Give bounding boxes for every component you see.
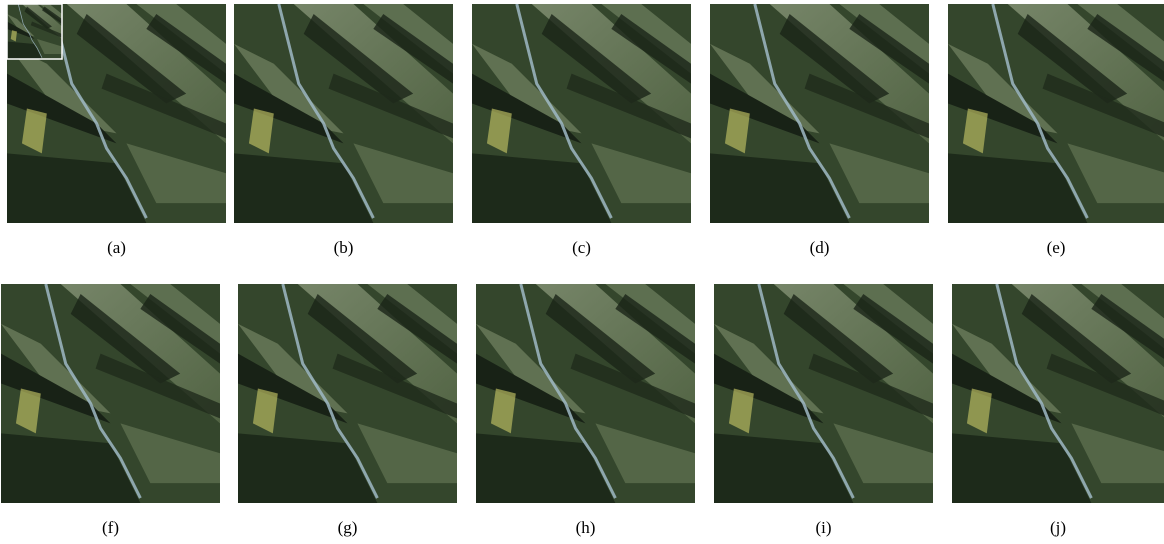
panel-caption: (e) xyxy=(1047,238,1066,257)
panel: (j) xyxy=(952,284,1164,537)
panel: (b) xyxy=(234,4,453,257)
panel: (d) xyxy=(710,4,929,257)
panel-caption: (c) xyxy=(572,238,591,257)
figure: (a) (b) (c) (d) (e) (f) (g) (h) (i) (j) xyxy=(0,0,1164,544)
panel: (i) xyxy=(714,284,933,537)
panel: (g) xyxy=(238,284,457,537)
panel-image xyxy=(948,4,1164,223)
inset-image xyxy=(7,4,62,59)
panel-image xyxy=(238,284,457,503)
panel-caption: (b) xyxy=(334,238,354,257)
panel: (h) xyxy=(476,284,695,537)
panel: (e) xyxy=(948,4,1164,257)
panel-image xyxy=(234,4,453,223)
panel-caption: (f) xyxy=(102,518,119,537)
panel-image xyxy=(952,284,1164,503)
panel-caption: (g) xyxy=(338,518,358,537)
panel-image xyxy=(476,284,695,503)
panel-image xyxy=(472,4,691,223)
panel-image xyxy=(1,284,220,503)
panel-caption: (a) xyxy=(107,238,126,257)
panel-caption: (d) xyxy=(810,238,830,257)
panel-caption: (j) xyxy=(1050,518,1066,537)
panel-caption: (h) xyxy=(576,518,596,537)
panel: (c) xyxy=(472,4,691,257)
panel-image xyxy=(710,4,929,223)
panel-image xyxy=(714,284,933,503)
panel: (a) xyxy=(7,4,226,257)
panel-caption: (i) xyxy=(815,518,831,537)
panel: (f) xyxy=(1,284,220,537)
